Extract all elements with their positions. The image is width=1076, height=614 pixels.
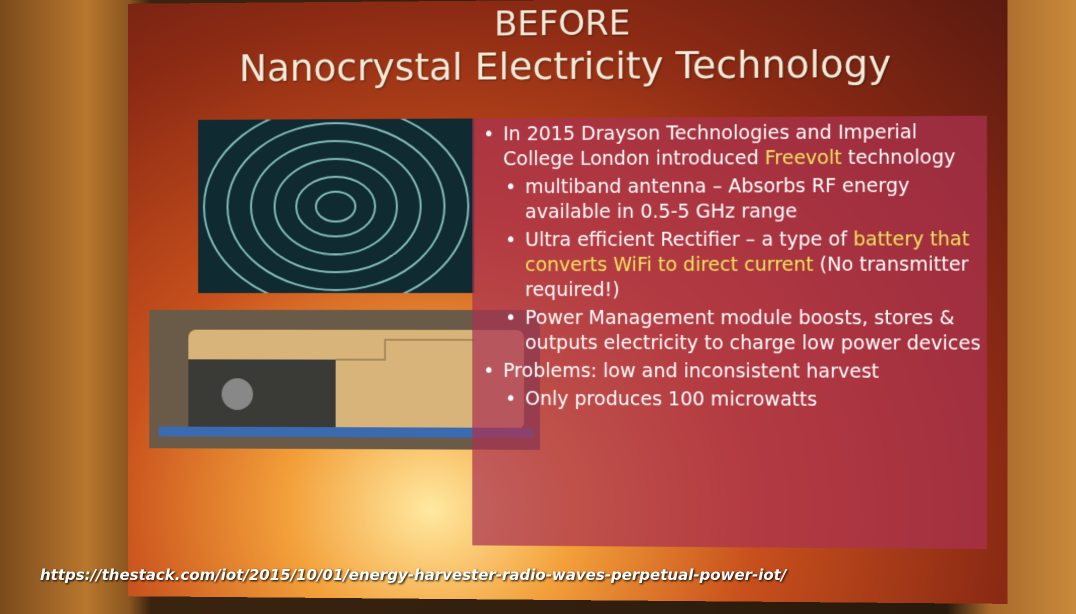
text-run: technology (842, 146, 956, 169)
page: BEFORE Nanocrystal Electricity Technolog… (0, 0, 1076, 614)
text-run: Ultra efficient Rectifier – a type of (525, 228, 853, 251)
sub-bullet: Ultra efficient Rectifier – a type of ba… (477, 227, 987, 303)
text-run: Freevolt (765, 147, 842, 169)
text-run: Power Management module boosts, stores &… (525, 307, 981, 355)
bullet: Problems: low and inconsistent harvest (477, 359, 987, 385)
sub-bullet: Power Management module boosts, stores &… (477, 306, 987, 357)
slide-subtitle: Nanocrystal Electricity Technology (128, 41, 1008, 91)
sub-bullet: Only produces 100 microwatts (477, 387, 987, 414)
source-url: https://thestack.com/iot/2015/10/01/ener… (40, 566, 786, 584)
text-run: Only produces 100 microwatts (525, 388, 817, 411)
slide-title: BEFORE (128, 0, 1008, 47)
projection-screen: BEFORE Nanocrystal Electricity Technolog… (128, 0, 1008, 604)
text-run: Problems: low and inconsistent harvest (503, 360, 879, 383)
bullet: In 2015 Drayson Technologies and Imperia… (477, 120, 987, 173)
bullet-list: In 2015 Drayson Technologies and Imperia… (477, 120, 987, 417)
text-run: multiband antenna – Absorbs RF energy av… (525, 175, 910, 223)
antenna-image (198, 118, 474, 293)
sub-bullet: multiband antenna – Absorbs RF energy av… (477, 173, 987, 225)
